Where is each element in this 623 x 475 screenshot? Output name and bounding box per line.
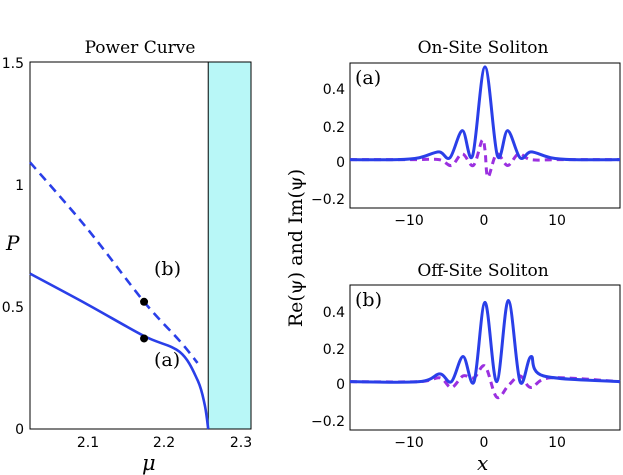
off-site-axes-frame bbox=[349, 284, 621, 431]
off-site-panel: Off-Site Soliton (b) 0.4 0.2 0 −0.2 −10 … bbox=[311, 261, 621, 475]
on-site-re-series bbox=[349, 65, 621, 162]
power-xtick-3: 2.3 bbox=[230, 435, 252, 451]
off-site-ytick-04: 0.4 bbox=[323, 305, 345, 321]
off-site-panel-label: (b) bbox=[355, 289, 382, 311]
power-xlabel: μ bbox=[142, 451, 156, 475]
on-site-xtick-10: 10 bbox=[548, 213, 566, 229]
power-xtick-1: 2.1 bbox=[77, 435, 99, 451]
power-series-solid bbox=[29, 272, 210, 430]
power-ytick-1: 1 bbox=[15, 178, 24, 194]
off-site-ytick-0: 0 bbox=[336, 377, 345, 393]
power-ylabel: P bbox=[5, 231, 20, 255]
soliton-ylabel: Re(ψ) and Im(ψ) bbox=[285, 169, 307, 327]
on-site-panel-label: (a) bbox=[355, 67, 381, 89]
power-curve-panel: Power Curve 2.1 2.2 2.3 0 0.5 1 1.5 P μ … bbox=[2, 38, 252, 475]
power-title: Power Curve bbox=[85, 38, 196, 58]
on-site-ytick-0: 0 bbox=[336, 155, 345, 171]
power-ytick-05: 0.5 bbox=[2, 300, 24, 316]
on-site-ytick-04: 0.4 bbox=[323, 82, 345, 98]
off-site-re-series bbox=[349, 298, 621, 385]
on-site-ytick-m02: −0.2 bbox=[311, 192, 345, 208]
power-ytick-15: 1.5 bbox=[2, 56, 24, 72]
off-site-xtick-10: 10 bbox=[548, 435, 566, 451]
marker-label-b: (b) bbox=[154, 258, 181, 280]
power-axes-frame bbox=[29, 61, 252, 430]
off-site-ytick-m02: −0.2 bbox=[311, 414, 345, 430]
off-site-xlabel: x bbox=[477, 451, 488, 475]
on-site-ytick-02: 0.2 bbox=[323, 120, 345, 136]
off-site-title: Off-Site Soliton bbox=[417, 261, 548, 281]
off-site-xtick-m10: −10 bbox=[394, 435, 424, 451]
on-site-im-series bbox=[350, 138, 620, 179]
on-site-title: On-Site Soliton bbox=[418, 38, 549, 58]
power-xtick-2: 2.2 bbox=[153, 435, 175, 451]
on-site-panel: On-Site Soliton (a) 0.4 0.2 0 −0.2 −10 0… bbox=[311, 38, 621, 229]
power-series-dashed bbox=[29, 161, 199, 364]
on-site-axes-frame bbox=[349, 62, 621, 209]
power-ytick-0: 0 bbox=[15, 422, 24, 438]
off-site-ytick-02: 0.2 bbox=[323, 342, 345, 358]
marker-point-a bbox=[140, 334, 149, 343]
off-site-im-series bbox=[349, 364, 621, 400]
cyan-band bbox=[208, 62, 251, 429]
on-site-xtick-0: 0 bbox=[480, 213, 489, 229]
off-site-xtick-0: 0 bbox=[480, 435, 489, 451]
marker-label-a: (a) bbox=[154, 349, 180, 371]
marker-point-b bbox=[140, 297, 149, 306]
on-site-xtick-m10: −10 bbox=[394, 213, 424, 229]
